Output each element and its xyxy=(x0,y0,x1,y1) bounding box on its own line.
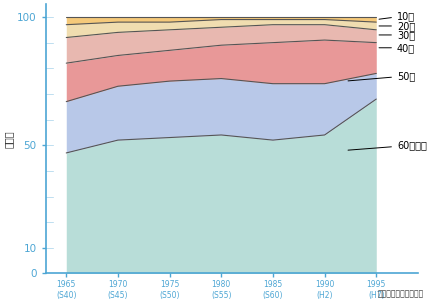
Text: 出典：奈良県統計年鑑: 出典：奈良県統計年鑑 xyxy=(378,289,424,298)
Text: 20代: 20代 xyxy=(379,21,415,31)
Text: 10代: 10代 xyxy=(379,11,415,21)
Y-axis label: （％）: （％） xyxy=(4,130,14,148)
Text: 30代: 30代 xyxy=(379,30,415,40)
Text: 40代: 40代 xyxy=(379,43,415,53)
Text: 50代: 50代 xyxy=(348,71,415,81)
Text: 60歳以上: 60歳以上 xyxy=(348,140,427,150)
